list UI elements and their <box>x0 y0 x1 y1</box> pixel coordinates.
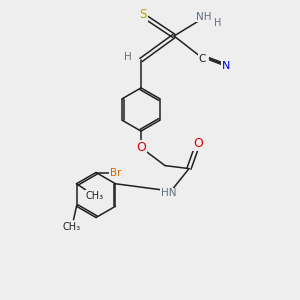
Text: S: S <box>140 8 147 21</box>
Text: O: O <box>136 141 146 154</box>
Text: O: O <box>193 136 203 150</box>
Text: N: N <box>222 61 231 71</box>
Text: Br: Br <box>110 167 121 178</box>
Text: NH: NH <box>196 11 212 22</box>
Text: CH₃: CH₃ <box>63 222 81 232</box>
Text: C: C <box>199 53 206 64</box>
Text: H: H <box>124 52 131 62</box>
Text: HN: HN <box>161 188 176 199</box>
Text: CH₃: CH₃ <box>85 191 103 201</box>
Text: H: H <box>214 17 221 28</box>
